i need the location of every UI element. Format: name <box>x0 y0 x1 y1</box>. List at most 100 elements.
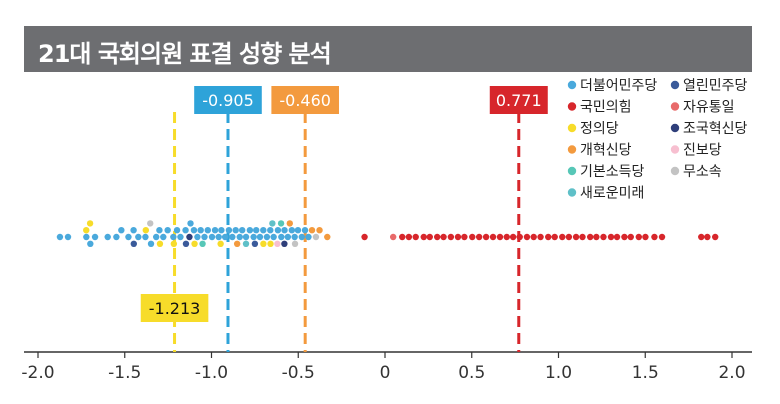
data-point <box>389 233 397 241</box>
data-point <box>434 233 441 241</box>
legend-label: 열린민주당 <box>683 78 748 94</box>
legend-marker <box>567 166 577 176</box>
data-point <box>635 233 643 241</box>
reference-label-box <box>194 86 262 114</box>
data-point <box>503 233 510 241</box>
data-point <box>86 220 94 227</box>
data-point <box>412 233 419 241</box>
data-point <box>482 233 490 241</box>
data-point <box>278 233 285 241</box>
data-point <box>238 227 246 234</box>
x-tick-label: 0.5 <box>458 363 485 383</box>
data-point <box>164 227 171 234</box>
reference-label: -1.213 <box>149 299 201 318</box>
data-point <box>191 240 198 247</box>
data-point <box>291 233 298 241</box>
data-point <box>197 227 204 234</box>
data-point <box>281 227 288 234</box>
data-point <box>509 233 517 241</box>
legend-label: 무소속 <box>683 164 722 180</box>
data-point <box>316 227 323 234</box>
data-point <box>233 240 241 247</box>
data-point <box>236 233 243 241</box>
data-point <box>170 233 177 241</box>
reference-label: -0.905 <box>202 91 254 110</box>
legend-marker <box>567 145 577 154</box>
data-point <box>572 233 580 241</box>
data-point <box>551 233 558 241</box>
data-point <box>537 233 544 241</box>
data-point <box>440 233 447 241</box>
data-point <box>186 233 193 241</box>
data-point <box>260 240 267 247</box>
data-point <box>651 233 658 241</box>
data-point <box>218 227 225 234</box>
data-point <box>142 227 150 234</box>
data-point <box>130 227 137 234</box>
data-point <box>294 227 302 234</box>
reference-label-box <box>489 86 548 114</box>
title-bar: 21대 국회의원 표결 성향 분석 <box>24 26 752 72</box>
data-point <box>156 227 163 234</box>
legend-label: 진보당 <box>683 143 722 159</box>
x-tick-label: -0.5 <box>282 363 315 383</box>
x-tick-label: 1.5 <box>632 363 659 383</box>
legend-marker <box>567 102 577 111</box>
data-point <box>208 233 216 241</box>
data-point <box>642 233 649 241</box>
data-point <box>600 233 607 241</box>
data-point <box>312 233 320 241</box>
data-point <box>284 233 292 241</box>
data-point <box>118 227 125 234</box>
data-point <box>447 233 455 241</box>
data-point <box>242 240 250 247</box>
data-point <box>125 233 132 241</box>
x-tick-label: -2.0 <box>21 363 54 383</box>
data-point <box>469 233 476 241</box>
legend-marker <box>567 188 577 197</box>
data-point <box>658 233 666 241</box>
x-tick-label: 1.0 <box>545 363 572 383</box>
data-point <box>201 233 208 241</box>
data-point <box>87 240 94 247</box>
data-point <box>242 233 250 241</box>
data-point <box>627 233 634 241</box>
data-point <box>288 227 296 234</box>
data-point <box>221 233 229 241</box>
data-point <box>475 233 483 241</box>
data-point <box>298 233 306 241</box>
data-point <box>565 233 573 241</box>
data-point <box>56 233 64 241</box>
data-point <box>523 233 531 241</box>
x-tick-label: 0 <box>380 363 391 383</box>
data-point <box>399 233 406 241</box>
legend-label: 조국혁신당 <box>683 121 748 137</box>
data-point <box>182 240 190 247</box>
legend-marker <box>670 166 680 176</box>
data-point <box>232 227 239 234</box>
chart-title: 21대 국회의원 표결 성향 분석 <box>38 40 332 68</box>
legend-marker <box>670 145 680 154</box>
data-point <box>142 233 149 241</box>
data-point <box>613 233 621 241</box>
legend-marker <box>567 80 577 90</box>
data-point <box>215 233 222 241</box>
data-point <box>113 233 120 241</box>
data-point <box>246 227 254 234</box>
data-point <box>177 233 184 241</box>
data-point <box>516 233 523 241</box>
data-point <box>267 227 274 234</box>
data-point <box>698 233 705 241</box>
data-point <box>420 233 427 241</box>
data-point <box>135 233 142 241</box>
x-tick-label: -1.5 <box>108 363 141 383</box>
data-point <box>426 233 433 241</box>
data-point <box>217 240 224 247</box>
data-point <box>704 233 711 241</box>
data-point <box>269 220 276 227</box>
data-point <box>83 233 90 241</box>
legend-marker <box>670 102 680 111</box>
data-point <box>530 233 537 241</box>
data-point <box>153 233 160 241</box>
